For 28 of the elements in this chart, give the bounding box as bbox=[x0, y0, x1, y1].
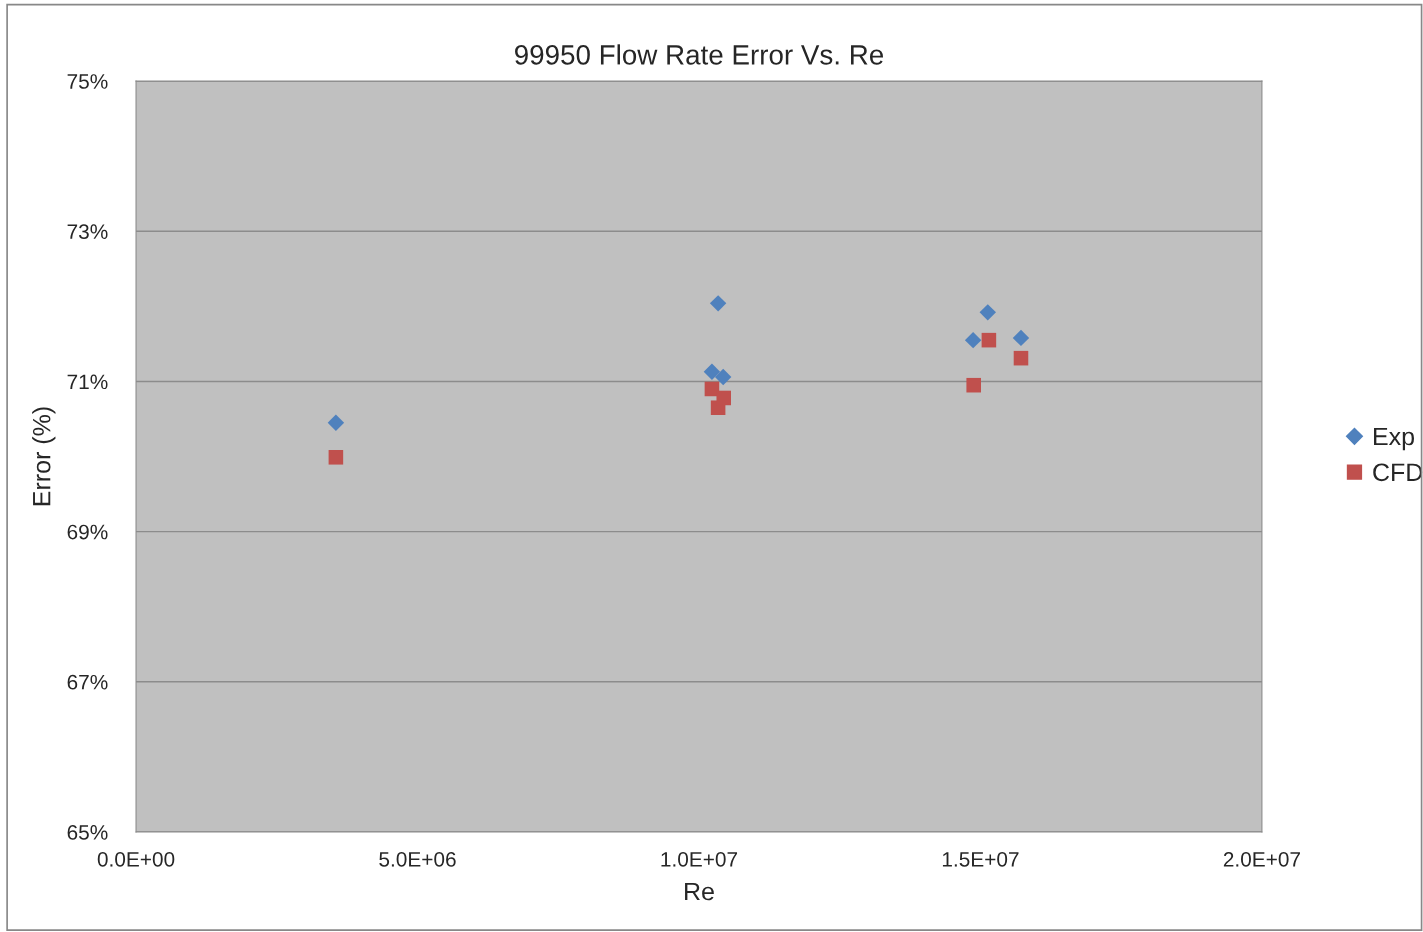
point bbox=[714, 368, 732, 386]
x-axis-title: Re bbox=[685, 882, 714, 901]
x-tick-label: 1.5E+07 bbox=[942, 851, 1019, 867]
y-tick-label: 69% bbox=[67, 524, 108, 540]
point bbox=[703, 363, 721, 380]
point bbox=[964, 331, 982, 349]
x-tick-label: 5.0E+06 bbox=[379, 851, 456, 867]
point bbox=[981, 332, 997, 348]
legend-label: Exp bbox=[1374, 427, 1414, 451]
point bbox=[1013, 350, 1029, 366]
x-tick-label: 0.0E+00 bbox=[97, 851, 175, 867]
y-tick-label: 67% bbox=[67, 674, 108, 690]
y-axis-title: Error (%) bbox=[32, 407, 56, 506]
legend-label: CFD bbox=[1373, 463, 1423, 482]
point bbox=[327, 414, 345, 431]
x-tick-label: 1.0E+07 bbox=[661, 851, 738, 867]
point bbox=[716, 390, 732, 406]
y-tick-label: 73% bbox=[67, 224, 108, 240]
y-tick-label: 75% bbox=[67, 74, 108, 89]
point bbox=[979, 304, 996, 321]
y-tick-label: 71% bbox=[67, 374, 108, 390]
y-tick-label: 65% bbox=[67, 825, 108, 840]
point bbox=[709, 295, 727, 312]
chart-title: 99950 Flow Rate Error Vs. Re bbox=[515, 44, 884, 65]
point bbox=[1012, 329, 1030, 347]
point bbox=[966, 377, 981, 393]
point bbox=[328, 450, 344, 465]
x-tick-label: 2.0E+07 bbox=[1223, 851, 1300, 867]
